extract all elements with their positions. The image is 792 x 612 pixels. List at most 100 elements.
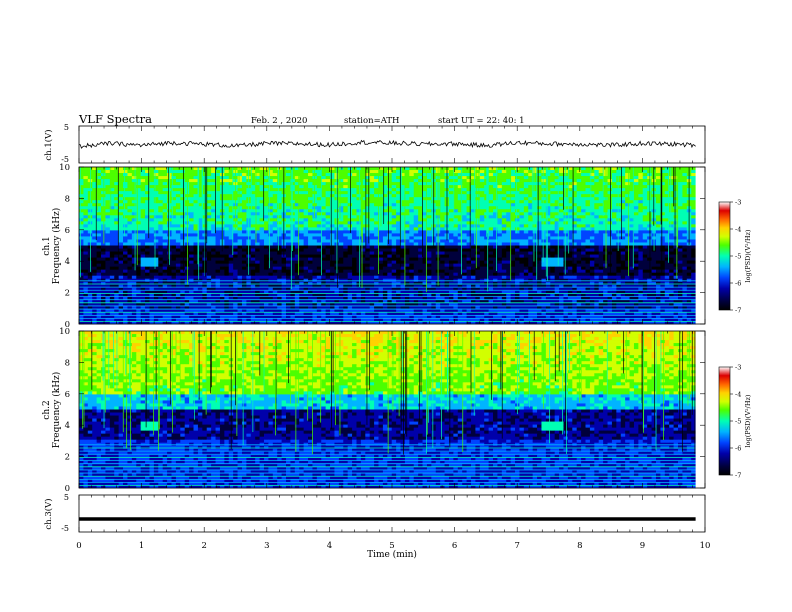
spectrogram-cell: [563, 206, 569, 210]
spectrogram-cell: [374, 236, 379, 240]
spectrogram-cell: [268, 269, 274, 274]
spectrogram-cell: [259, 245, 265, 249]
spectrogram-cell: [545, 218, 551, 222]
spectrogram-cell: [515, 245, 520, 249]
spectrogram-cell: [413, 233, 419, 237]
spectrogram-cell: [537, 242, 542, 246]
spectrogram-cell: [343, 176, 349, 180]
spectrogram-cell: [237, 206, 243, 210]
spectrogram-cell: [308, 251, 313, 255]
spectrogram-cell: [224, 179, 230, 183]
spectrogram-cell: [682, 206, 688, 210]
spectrogram-cell: [145, 263, 150, 268]
spectrogram-cell: [616, 233, 622, 237]
spectrogram-cell: [479, 191, 485, 195]
spectrogram-cell: [541, 254, 547, 258]
spectrogram-cell: [149, 179, 155, 183]
spectrogram-cell: [413, 206, 419, 210]
spectrogram-cell: [581, 173, 586, 177]
spectrogram-cell: [215, 242, 221, 246]
spectrogram-cell: [550, 203, 556, 207]
spectrogram-cell: [303, 230, 309, 234]
spectrogram-cell: [448, 263, 454, 268]
spectrogram-cell: [356, 176, 362, 180]
spectrogram-cell: [462, 221, 467, 225]
spectrogram-cell: [633, 227, 639, 231]
spectrogram-cell: [290, 239, 296, 243]
spectrogram-cell: [263, 260, 269, 265]
spectrogram-cell: [541, 227, 547, 231]
spectrogram-cell: [149, 260, 155, 265]
spectrogram-cell: [162, 227, 168, 231]
spectrogram-cell: [501, 212, 507, 216]
spectrogram-cell: [387, 257, 393, 261]
spectrogram-cell: [537, 206, 542, 210]
spectrogram-cell: [457, 206, 463, 210]
spectrogram-cell: [488, 191, 494, 195]
spectrogram-cell: [682, 179, 688, 183]
spectrogram-cell: [554, 233, 560, 237]
spectrogram-cell: [532, 248, 538, 252]
spectrogram-cell: [572, 230, 578, 234]
spectrogram-cell: [162, 188, 168, 192]
spectrogram-cell: [83, 236, 89, 240]
spectrogram-cell: [607, 269, 613, 274]
spectrogram-cell: [488, 224, 494, 228]
spectrogram-cell: [171, 194, 177, 198]
spectrogram-cell: [277, 206, 282, 210]
spectrogram-cell: [391, 221, 397, 225]
spectrogram-cell: [118, 257, 124, 261]
spectrogram-cell: [677, 257, 683, 261]
spectrogram-cell: [413, 224, 419, 228]
spectrogram-cell: [669, 197, 674, 201]
spectrogram-cell: [153, 179, 159, 183]
spectrogram-cell: [669, 260, 674, 265]
spectrogram-cell: [440, 188, 445, 192]
spectrogram-cell: [413, 200, 419, 204]
spectrogram-cell: [228, 182, 234, 186]
spectrogram-cell: [365, 176, 371, 180]
spectrogram-cell: [321, 245, 327, 249]
spectrogram-cell: [312, 263, 318, 268]
spectrogram-cell: [616, 230, 622, 234]
spectrogram-cell: [127, 173, 133, 177]
spectrogram-cell: [268, 221, 274, 225]
spectrogram-cell: [131, 188, 137, 192]
spectrogram-cell: [510, 170, 516, 174]
spectrogram-cell: [224, 248, 230, 252]
spectrogram-cell: [197, 203, 203, 207]
spectrogram-cell: [655, 170, 661, 174]
spectrogram-cell: [519, 248, 525, 252]
spectrogram-cell: [625, 212, 630, 216]
spectrogram-cell: [501, 248, 507, 252]
spectrogram-cell: [647, 263, 652, 268]
spectrogram-cell: [338, 233, 344, 237]
spectrogram-cell: [347, 242, 353, 246]
spectrogram-cell: [127, 212, 133, 216]
spectrogram-cell: [589, 224, 595, 228]
spectrogram-cell: [308, 182, 313, 186]
spectrogram-cell: [563, 227, 569, 231]
spectrogram-cell: [396, 227, 401, 231]
spectrogram-cell: [563, 170, 569, 174]
spectrogram-cell: [374, 218, 379, 222]
spectrogram-cell: [660, 182, 666, 186]
spectrogram-cell: [101, 179, 106, 183]
spectrogram-cell: [259, 269, 265, 274]
spectrogram-cell: [620, 185, 626, 189]
spectrogram-cell: [316, 236, 322, 240]
spectrogram-cell: [382, 188, 388, 192]
spectrogram-cell: [409, 260, 415, 265]
spectrogram-cell: [589, 218, 595, 222]
spectrogram-cell: [457, 263, 463, 268]
spectrogram-cell: [308, 206, 313, 210]
spectrogram-cell: [145, 272, 150, 277]
spectrogram-cell: [559, 236, 564, 240]
spectrogram-cell: [197, 245, 203, 249]
spectrogram-cell: [153, 203, 159, 207]
spectrogram-cell: [96, 191, 102, 195]
spectrogram-cell: [620, 239, 626, 243]
spectrogram-cell: [241, 200, 247, 204]
spectrogram-cell: [382, 170, 388, 174]
spectrogram-cell: [409, 209, 415, 213]
